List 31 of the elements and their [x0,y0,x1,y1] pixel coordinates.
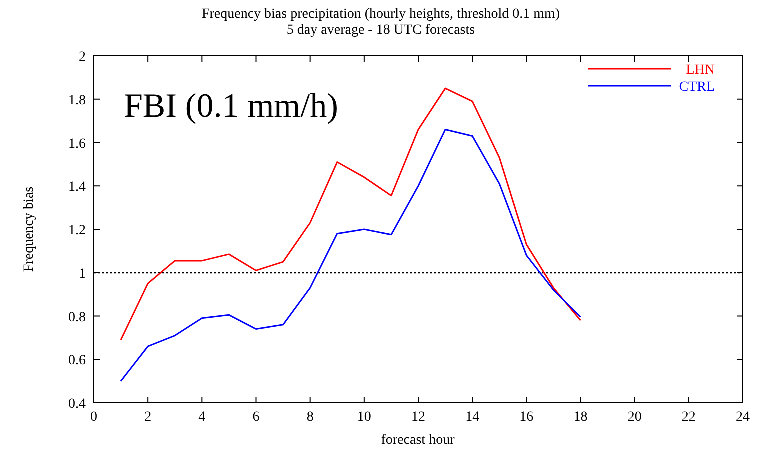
y-tick-label: 1.4 [68,180,86,196]
text: CTRL [679,80,715,95]
x-tick-label: 24 [736,410,750,425]
x-tick-label: 18 [574,410,588,425]
y-tick-label: 1.6 [68,136,86,152]
chart-subtitle: 5 day average - 18 UTC forecasts [286,23,476,38]
x-tick-label: 6 [252,410,260,425]
x-tick-label: 0 [90,410,98,425]
line-series [120,88,582,341]
y-tick-label: 2 [79,50,86,65]
chart-title: Frequency bias precipitation (hourly heights, threshold 0.1 mm) [202,7,560,22]
line-series [120,128,582,382]
x-tick-label: 16 [520,410,534,425]
x-tick-label: 20 [628,410,642,425]
x-tick-label: 4 [198,410,206,425]
x-axis-title: forecast hour [381,433,456,448]
x-tick-label: 8 [306,410,314,425]
y-tick-label: 0.4 [68,397,86,412]
x-tick-label: 12 [412,410,426,425]
y-tick-label: 0.8 [68,310,86,326]
x-tick-label: 2 [144,410,152,425]
y-axis-title: Frequency bias [22,186,37,272]
y-tick-label: 1 [79,266,86,282]
y-tick-label: 1.8 [68,93,86,108]
x-tick-label: 10 [357,410,372,425]
x-tick-label: 22 [682,410,696,425]
annotation: FBI (0.1 mm/h) [124,88,338,125]
y-tick-label: 0.6 [68,354,86,369]
y-tick-label: 1.2 [68,224,86,238]
text: LHN [686,63,715,78]
x-tick-label: 14 [466,410,480,425]
